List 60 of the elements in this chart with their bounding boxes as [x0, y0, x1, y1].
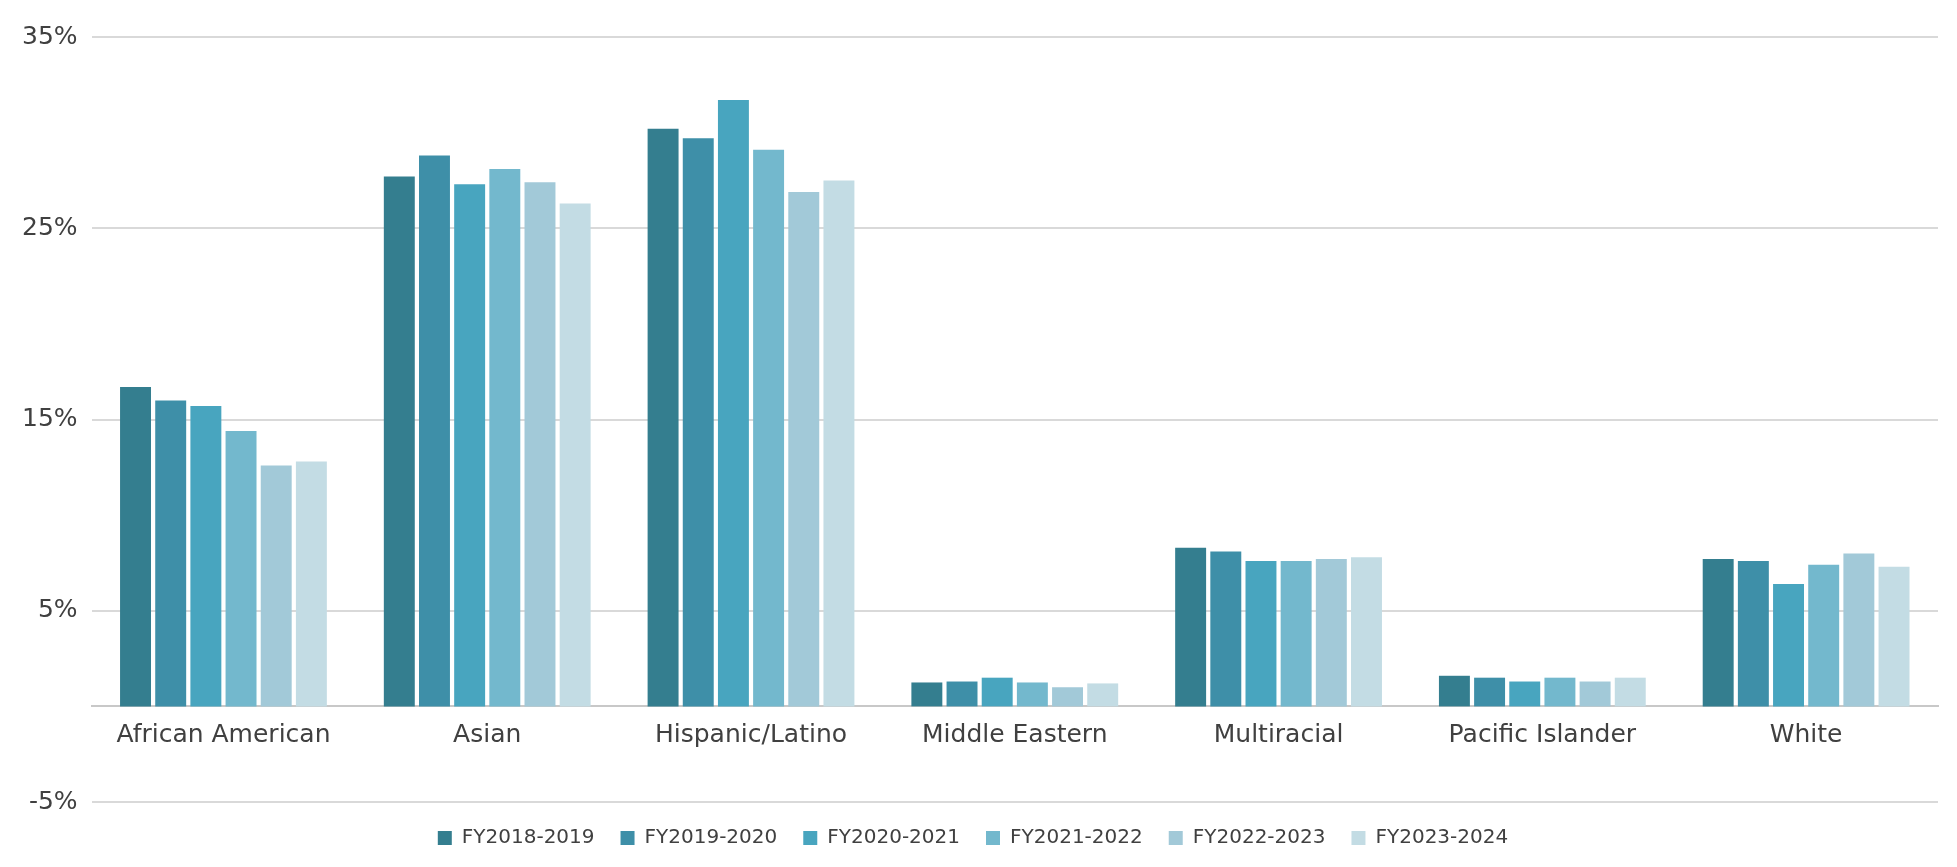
y-tick-label: 35%	[21, 20, 78, 50]
bar	[1245, 561, 1277, 707]
bar	[647, 128, 679, 707]
x-tick-label: Asian	[453, 718, 522, 748]
x-tick-label: Middle Eastern	[922, 718, 1108, 748]
bar	[559, 203, 591, 707]
y-tick-label: 5%	[37, 594, 78, 624]
bar	[911, 682, 943, 707]
legend-label: FY2020-2021	[827, 824, 960, 849]
bar	[1544, 677, 1576, 707]
bar	[1808, 564, 1840, 707]
legend-label: FY2023-2024	[1375, 824, 1509, 849]
x-tick-label: Pacific Islander	[1448, 718, 1637, 748]
legend-label: FY2019-2020	[644, 824, 778, 849]
bar	[1016, 682, 1048, 707]
y-tick-label: -5%	[28, 785, 78, 815]
bar	[946, 681, 978, 707]
bar	[489, 168, 521, 707]
bar	[1175, 547, 1207, 707]
bar	[1702, 559, 1734, 707]
bar	[155, 400, 187, 707]
x-tick-label: Hispanic/Latino	[654, 718, 848, 748]
bar	[454, 184, 486, 707]
x-tick-label: Multiracial	[1213, 718, 1344, 748]
legend-label: FY2021-2022	[1010, 824, 1143, 849]
bar	[1843, 553, 1875, 707]
bar	[419, 155, 450, 707]
bar	[682, 138, 714, 707]
legend-label: FY2018-2019	[461, 824, 595, 849]
x-tick-label: African American	[116, 718, 331, 748]
bar	[1087, 683, 1119, 707]
bar	[1210, 551, 1242, 707]
bar	[981, 677, 1013, 707]
y-tick-label: 15%	[21, 403, 78, 432]
bar	[1773, 583, 1804, 707]
bar	[788, 191, 820, 707]
bar	[120, 386, 151, 707]
bar	[1474, 677, 1506, 707]
legend-label: FY2022-2023	[1192, 824, 1326, 849]
bar	[1579, 681, 1611, 707]
bar	[1509, 681, 1541, 707]
bar	[1351, 557, 1382, 707]
bar	[1280, 561, 1312, 707]
bar	[1737, 561, 1769, 707]
bar	[524, 182, 556, 707]
bar	[383, 176, 415, 707]
bar	[1315, 559, 1347, 707]
bar	[190, 406, 222, 707]
bar	[1878, 566, 1910, 707]
bar	[717, 100, 749, 707]
bar	[823, 180, 855, 707]
bar	[1052, 687, 1084, 707]
bar	[260, 465, 292, 707]
bar	[1438, 675, 1470, 707]
bar	[1614, 677, 1646, 707]
y-tick-label: 25%	[21, 211, 78, 241]
x-tick-label: White	[1769, 718, 1843, 748]
bar	[753, 149, 785, 707]
bar	[225, 430, 257, 707]
bar	[295, 461, 327, 707]
